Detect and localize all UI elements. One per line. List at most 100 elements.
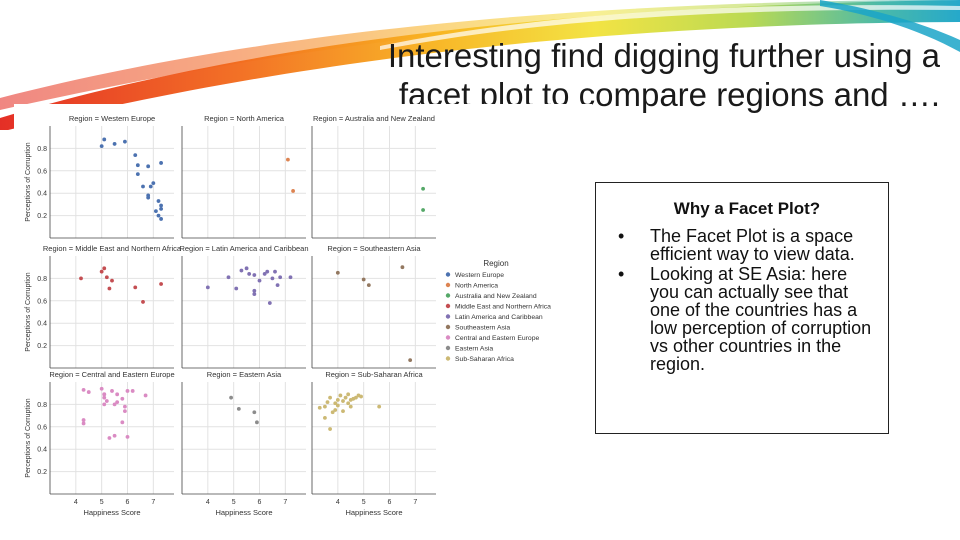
- y-tick-label: 0.8: [37, 276, 47, 283]
- legend-entry: Australia and New Zealand: [455, 293, 537, 300]
- y-axis-label: Perceptions of Corruption: [25, 398, 32, 477]
- data-point: [104, 399, 109, 403]
- data-point: [275, 283, 280, 288]
- info-box-bullet: • The Facet Plot is a space efficient way…: [616, 227, 878, 263]
- x-tick-label: 4: [74, 499, 78, 506]
- data-point: [421, 208, 425, 212]
- data-point: [257, 278, 262, 283]
- data-point: [252, 273, 257, 277]
- x-tick-label: 7: [283, 499, 287, 506]
- data-point: [278, 275, 283, 280]
- swoosh-band-teal: [820, 0, 960, 52]
- legend-swatch: [445, 282, 451, 288]
- legend-entry: Southeastern Asia: [455, 325, 510, 332]
- y-axis-label: Perceptions of Corruption: [25, 142, 32, 221]
- info-box-bullet: • Looking at SE Asia: here you can actual…: [616, 265, 878, 373]
- data-point: [148, 184, 153, 189]
- data-point: [361, 277, 366, 282]
- y-tick-label: 0.4: [37, 191, 47, 198]
- slide-title-line-1: Interesting find digging further using a: [387, 37, 940, 74]
- data-point: [99, 144, 104, 149]
- data-point: [146, 195, 151, 200]
- data-point: [81, 421, 86, 426]
- x-tick-label: 6: [258, 499, 262, 506]
- data-point: [286, 157, 290, 162]
- data-point: [325, 400, 330, 405]
- data-point: [338, 393, 343, 398]
- swoosh-band-highlight: [0, 0, 960, 110]
- x-axis-label: Happiness Score: [215, 508, 272, 517]
- data-point: [265, 269, 270, 274]
- data-point: [341, 409, 345, 414]
- legend-swatch: [445, 356, 451, 361]
- data-point: [102, 395, 107, 400]
- data-point: [112, 142, 117, 146]
- info-box-bullets: • The Facet Plot is a space efficient way…: [616, 227, 878, 373]
- data-point: [234, 286, 239, 291]
- data-point: [229, 395, 233, 400]
- facet-title: Region = Central and Eastern Europe: [49, 370, 174, 379]
- facet-title: Region = Southeastern Asia: [327, 244, 421, 253]
- y-tick-label: 0.4: [37, 321, 47, 328]
- data-point: [291, 189, 295, 193]
- x-tick-label: 4: [206, 499, 210, 506]
- x-axis-label: Happiness Score: [345, 508, 402, 517]
- x-tick-label: 5: [362, 499, 366, 506]
- info-box-bullet-text: Looking at SE Asia: here you can actuall…: [650, 264, 872, 374]
- data-point: [133, 153, 138, 158]
- y-tick-label: 0.6: [37, 168, 47, 175]
- data-point: [267, 301, 272, 305]
- y-tick-label: 0.6: [37, 424, 47, 431]
- legend-swatch: [445, 314, 451, 319]
- data-point: [112, 402, 117, 407]
- legend-entry: Latin America and Caribbean: [455, 314, 543, 321]
- data-point: [135, 163, 140, 168]
- x-tick-label: 6: [126, 499, 130, 506]
- data-point: [107, 436, 112, 440]
- data-point: [288, 275, 293, 280]
- y-tick-label: 0.8: [37, 146, 47, 153]
- data-point: [123, 409, 127, 414]
- data-point: [333, 401, 338, 406]
- info-box-heading: Why a Facet Plot?: [673, 199, 821, 218]
- decorative-swoosh: [0, 0, 960, 130]
- data-point: [343, 395, 348, 400]
- data-point: [317, 405, 322, 410]
- data-point: [133, 285, 138, 290]
- bullet-glyph: •: [618, 264, 625, 284]
- data-point: [112, 433, 117, 438]
- data-point: [125, 434, 130, 439]
- data-point: [359, 394, 363, 399]
- x-tick-label: 7: [151, 499, 155, 506]
- data-point: [323, 415, 327, 420]
- y-tick-label: 0.2: [37, 213, 47, 220]
- data-point: [156, 213, 161, 218]
- data-point: [346, 392, 351, 397]
- data-point: [115, 400, 120, 405]
- facet-title: Region = Australia and New Zealand: [313, 114, 435, 123]
- data-point: [328, 395, 332, 400]
- data-point: [99, 386, 104, 391]
- y-axis-label: Perceptions of Corruption: [25, 272, 32, 351]
- data-point: [330, 410, 335, 415]
- data-point: [141, 184, 145, 189]
- facet-title: Region = Eastern Asia: [207, 370, 282, 379]
- data-point: [226, 275, 231, 280]
- y-tick-label: 0.6: [37, 298, 47, 305]
- info-box: Why a Facet Plot? • The Facet Plot is a s…: [595, 182, 889, 434]
- data-point: [335, 403, 340, 408]
- data-point: [252, 288, 257, 293]
- legend-swatch: [445, 335, 451, 340]
- data-point: [335, 270, 340, 275]
- data-point: [143, 393, 148, 398]
- data-point: [141, 300, 145, 304]
- data-point: [262, 272, 267, 276]
- data-point: [273, 269, 277, 274]
- data-point: [377, 404, 382, 409]
- data-point: [120, 420, 125, 425]
- data-point: [123, 404, 127, 409]
- data-point: [107, 286, 112, 291]
- data-point: [159, 206, 163, 211]
- facet-title: Region = Western Europe: [69, 114, 155, 123]
- data-point: [123, 139, 127, 144]
